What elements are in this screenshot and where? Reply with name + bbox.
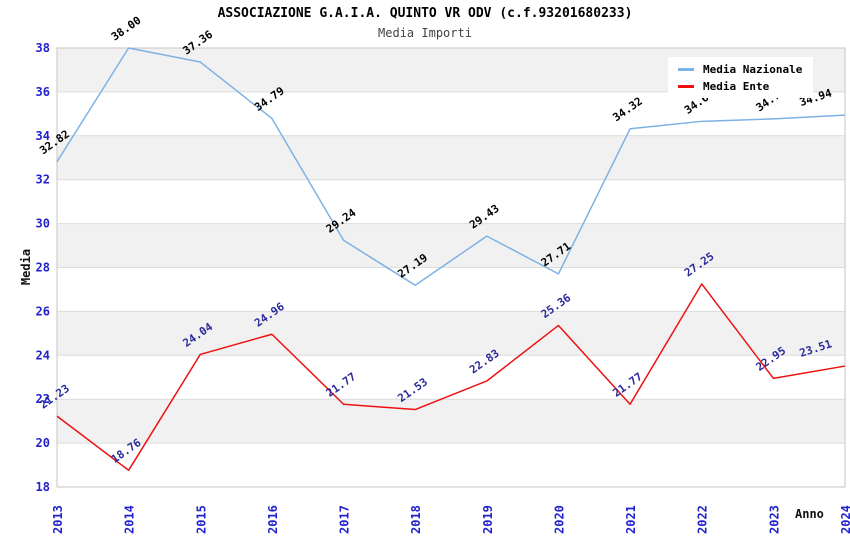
- legend-item-media-ente: Media Ente: [678, 78, 813, 95]
- y-tick-label: 28: [36, 261, 50, 275]
- y-tick-label: 18: [36, 480, 50, 494]
- x-tick-label: 2013: [51, 505, 65, 534]
- y-axis-label: Media: [19, 248, 33, 286]
- legend-item-media-nazionale: Media Nazionale: [678, 61, 813, 78]
- y-tick-label: 36: [36, 85, 50, 99]
- x-tick-label: 2019: [481, 505, 495, 534]
- x-tick-label: 2022: [696, 505, 710, 534]
- y-tick-label: 20: [36, 436, 50, 450]
- x-tick-label: 2018: [409, 505, 423, 534]
- y-tick-label: 38: [36, 41, 50, 55]
- x-tick-label: 2023: [767, 505, 781, 534]
- point-value-label: 21.77: [610, 370, 645, 400]
- x-tick-label: 2015: [194, 505, 208, 534]
- y-tick-label: 32: [36, 173, 50, 187]
- point-label-group: 21.77: [324, 370, 359, 400]
- y-tick-label: 34: [36, 129, 50, 143]
- x-tick-label: 2024: [839, 505, 850, 534]
- legend-line-swatch-media-ente-icon: [678, 85, 694, 88]
- legend-label-media-ente: Media Ente: [703, 80, 770, 93]
- point-value-label: 21.77: [324, 370, 359, 400]
- x-tick-label: 2014: [123, 505, 137, 534]
- point-value-label: 34.32: [610, 95, 645, 125]
- legend-line-swatch-media-nazionale-icon: [678, 68, 694, 71]
- point-label-group: 21.77: [610, 370, 645, 400]
- plot-band: [57, 399, 845, 444]
- y-tick-label: 30: [36, 217, 50, 231]
- chart-title: ASSOCIAZIONE G.A.I.A. QUINTO VR ODV (c.f…: [217, 6, 633, 21]
- chart-subtitle: Media Importi: [378, 26, 472, 40]
- x-tick-label: 2016: [266, 505, 280, 534]
- plot-frame: [56, 47, 846, 488]
- x-axis-label: Anno: [795, 507, 824, 521]
- y-tick-label: 22: [36, 392, 50, 406]
- x-tick-label: 2021: [624, 505, 638, 534]
- y-tick-label: 26: [36, 304, 50, 318]
- plot-band: [57, 135, 845, 180]
- point-label-group: 34.32: [610, 95, 645, 125]
- series-line-media-nazionale: [56, 47, 846, 287]
- legend: Media Nazionale Media Ente: [668, 57, 813, 98]
- x-tick-label: 2020: [552, 505, 566, 534]
- x-tick-label: 2017: [338, 505, 352, 534]
- y-tick-label: 24: [36, 348, 50, 362]
- plot-band: [57, 311, 845, 356]
- series-line-media-ente: [56, 283, 846, 472]
- legend-label-media-nazionale: Media Nazionale: [703, 63, 803, 76]
